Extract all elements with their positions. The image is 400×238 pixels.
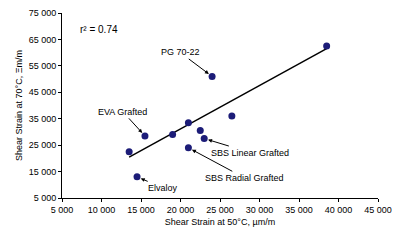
svg-text:EVA Grafted: EVA Grafted [98, 107, 147, 117]
svg-text:35 000: 35 000 [29, 114, 57, 124]
svg-text:15 000: 15 000 [29, 167, 57, 177]
svg-text:55 000: 55 000 [29, 61, 57, 71]
svg-text:15 000: 15 000 [127, 205, 155, 215]
svg-text:20 000: 20 000 [167, 205, 195, 215]
svg-text:Shear Strain at 50°C, µm/m: Shear Strain at 50°C, µm/m [165, 217, 275, 227]
svg-text:75 000: 75 000 [29, 8, 57, 18]
svg-text:40 000: 40 000 [325, 205, 353, 215]
svg-text:SBS Radial Grafted: SBS Radial Grafted [205, 173, 284, 183]
svg-text:r² = 0.74: r² = 0.74 [80, 24, 118, 35]
svg-text:45 000: 45 000 [29, 87, 57, 97]
svg-text:10 000: 10 000 [88, 205, 116, 215]
svg-text:Shear Strain at 70°C, Ξm/m: Shear Strain at 70°C, Ξm/m [14, 50, 24, 161]
svg-text:30 000: 30 000 [246, 205, 274, 215]
svg-text:5 000: 5 000 [34, 193, 57, 203]
svg-text:35 000: 35 000 [285, 205, 313, 215]
svg-text:65 000: 65 000 [29, 35, 57, 45]
svg-text:25 000: 25 000 [206, 205, 234, 215]
svg-text:5 000: 5 000 [51, 205, 74, 215]
svg-text:Elvaloy: Elvaloy [148, 183, 178, 193]
svg-text:45 000: 45 000 [364, 205, 392, 215]
svg-text:SBS Linear Grafted: SBS Linear Grafted [211, 148, 289, 158]
svg-text:25 000: 25 000 [29, 140, 57, 150]
svg-text:PG 70-22: PG 70-22 [161, 47, 200, 57]
